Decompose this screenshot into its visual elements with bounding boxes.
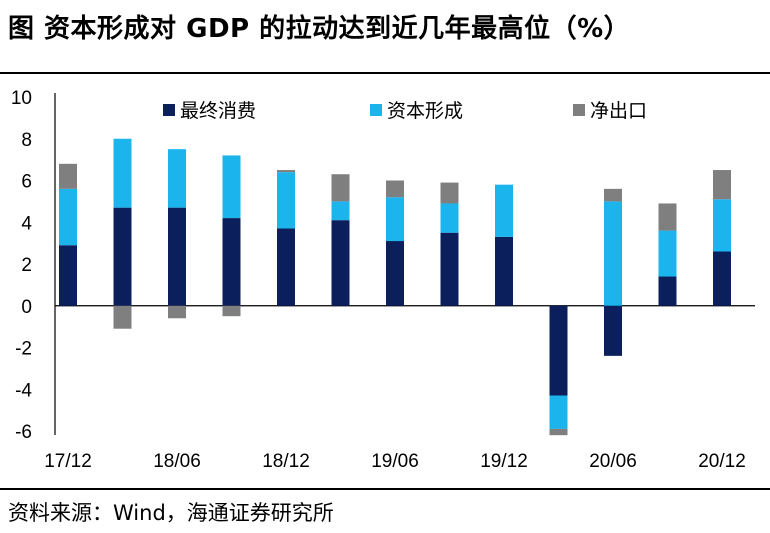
bar-capital [277, 172, 295, 229]
bar-net-exports [713, 170, 731, 200]
bar-net-exports [168, 305, 186, 319]
bar-capital [440, 203, 459, 233]
bar-capital [549, 395, 568, 429]
bar-net-exports [386, 180, 404, 198]
source-divider [0, 488, 770, 490]
legend: 最终消费 资本形成 净出口 [163, 100, 647, 122]
bar-capital [658, 230, 677, 277]
bar-consumption [331, 220, 350, 306]
bar-group-20-06 [604, 188, 622, 356]
bar-capital [713, 199, 731, 252]
bar-net-exports [658, 203, 677, 231]
bar-consumption [713, 251, 731, 306]
y-tick-labels: 10 8 6 4 2 0 -2 -4 -6 [11, 88, 33, 443]
bar-net-exports [113, 305, 132, 329]
bar-consumption [658, 276, 677, 306]
y-tick-label: 10 [11, 88, 32, 109]
x-tick-labels: 17/12 18/06 18/12 19/06 19/12 20/06 20/12 [44, 451, 746, 472]
chart-title: 图 资本形成对 GDP 的拉动达到近几年最高位（%） [8, 14, 631, 44]
bar-consumption [549, 305, 568, 396]
x-tick-label: 18/06 [153, 451, 201, 472]
x-tick-label: 18/12 [262, 451, 310, 472]
bar-group-18-03 [113, 138, 132, 329]
legend-label: 净出口 [590, 100, 647, 122]
bar-group-19-03 [331, 174, 350, 306]
bar-consumption [59, 245, 77, 306]
y-tick-label: 0 [21, 297, 32, 318]
legend-swatch-capital [370, 104, 382, 116]
title-divider [0, 72, 770, 74]
bar-consumption [222, 218, 241, 306]
y-tick-label: 8 [21, 130, 32, 151]
bar-capital [386, 197, 404, 242]
bar-capital [59, 188, 77, 246]
bar-consumption [168, 207, 186, 306]
bar-group-18-12 [277, 170, 295, 306]
x-tick-label: 20/06 [589, 451, 637, 472]
bar-consumption [604, 305, 622, 356]
x-tick-label: 19/12 [480, 451, 528, 472]
legend-swatch-net-exports [573, 104, 585, 116]
y-tick-label: -6 [15, 422, 32, 443]
y-tick-label: 4 [21, 213, 32, 234]
bar-group-17-12 [59, 163, 77, 306]
bar-group-20-03 [549, 305, 568, 436]
bar-consumption [495, 236, 513, 306]
bar-net-exports [222, 305, 241, 317]
x-tick-label: 20/12 [698, 451, 746, 472]
bar-consumption [386, 241, 404, 306]
bar-group-19-09 [440, 182, 459, 306]
bar-group-18-06 [168, 149, 186, 319]
bar-capital [168, 149, 186, 208]
bar-consumption [277, 228, 295, 306]
bar-group-20-09 [658, 203, 677, 306]
bar-group-19-12 [495, 184, 513, 306]
bar-group-18-09 [222, 155, 241, 317]
bar-consumption [440, 232, 459, 306]
stacked-bar-chart: 10 8 6 4 2 0 -2 -4 -6 17/12 18/06 18/12 19/06 19/12 2… [11, 88, 755, 472]
bar-capital [331, 201, 350, 221]
bar-group-19-06 [386, 180, 404, 306]
bar-net-exports [549, 428, 568, 436]
source-note: 资料来源：Wind，海通证券研究所 [8, 501, 334, 525]
legend-swatch-consumption [163, 104, 175, 116]
y-tick-label: -4 [15, 380, 32, 401]
legend-label: 最终消费 [180, 100, 256, 122]
y-tick-label: -2 [15, 339, 32, 360]
legend-label: 资本形成 [387, 100, 463, 122]
x-tick-label: 19/06 [371, 451, 419, 472]
x-tick-label: 17/12 [44, 451, 92, 472]
bar-net-exports [277, 170, 295, 173]
bar-net-exports [604, 188, 622, 202]
bar-net-exports [331, 174, 350, 202]
y-tick-label: 6 [21, 172, 32, 193]
bar-capital [495, 184, 513, 237]
bar-capital [222, 155, 241, 219]
bar-group-20-12 [713, 170, 731, 306]
bar-consumption [113, 207, 132, 306]
bar-net-exports [59, 163, 77, 189]
y-tick-label: 2 [21, 255, 32, 276]
bar-capital [113, 138, 132, 208]
bars [59, 138, 731, 436]
bar-net-exports [440, 182, 459, 204]
bar-capital [604, 201, 622, 306]
